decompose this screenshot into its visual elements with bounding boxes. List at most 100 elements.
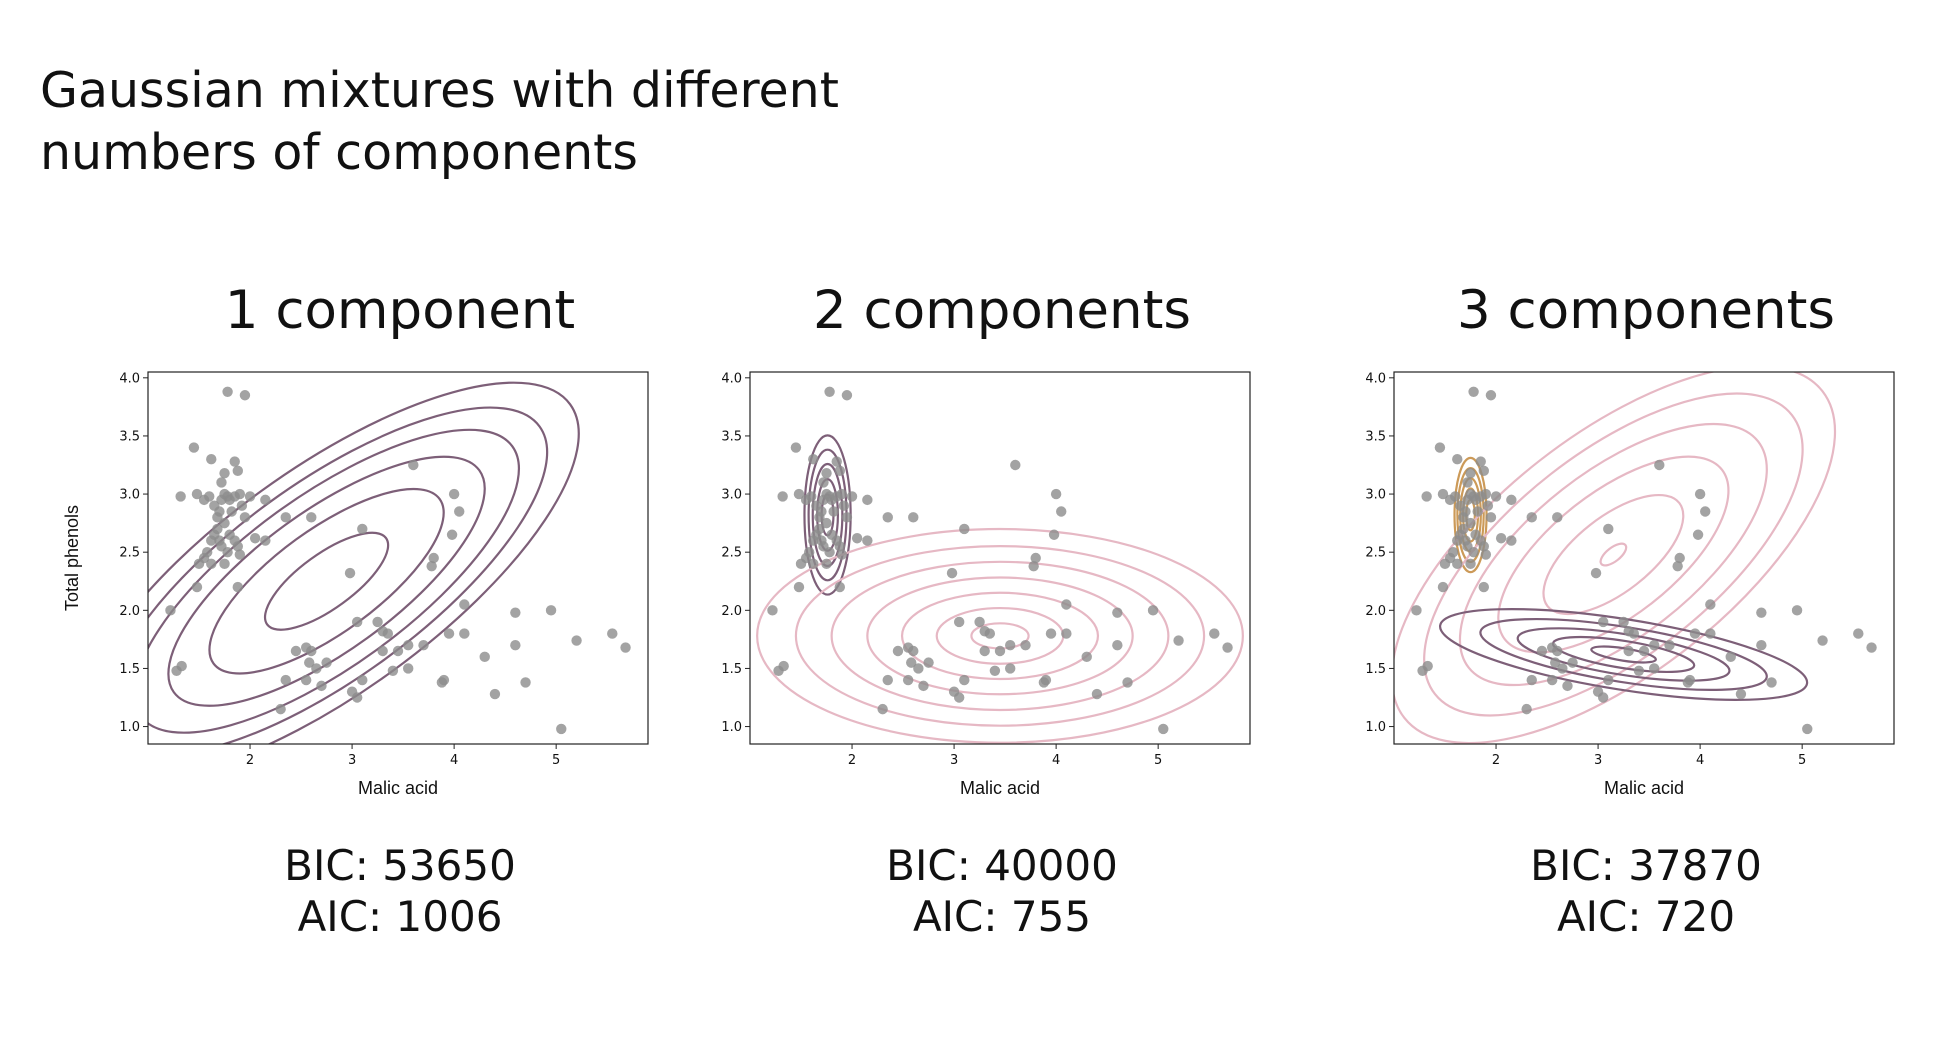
data-point xyxy=(913,663,924,674)
data-point xyxy=(1028,560,1039,572)
data-point xyxy=(1434,442,1446,453)
data-point xyxy=(1081,651,1092,663)
data-point xyxy=(1802,723,1813,735)
data-point xyxy=(607,628,618,639)
y-tick-label: 3.0 xyxy=(721,488,742,503)
data-point xyxy=(877,703,888,715)
density-contour xyxy=(1497,455,1730,654)
data-point xyxy=(1061,599,1072,610)
data-point xyxy=(1112,607,1123,618)
data-point xyxy=(212,523,223,535)
data-point xyxy=(1465,558,1476,570)
chart-svg: 2 3 4 5 1.0 1.5 2.0 2.5 3.0 3.5 4.0 Malic acid Total… xyxy=(62,371,649,798)
data-point xyxy=(1506,535,1517,546)
model-metrics: BIC: 40000 AIC: 755 xyxy=(722,840,1282,942)
data-point xyxy=(520,677,531,688)
data-point xyxy=(1603,674,1614,686)
data-point xyxy=(300,674,312,686)
density-contour xyxy=(1458,422,1768,687)
data-point xyxy=(1482,500,1494,511)
data-point xyxy=(1672,560,1683,572)
density-contour xyxy=(1394,372,1837,744)
aic-value: AIC: 720 xyxy=(1556,892,1736,941)
data-point xyxy=(1521,703,1532,715)
data-point xyxy=(1692,529,1704,540)
data-point xyxy=(1452,558,1463,570)
y-axis-label: Total phenols xyxy=(62,505,82,611)
data-point xyxy=(232,465,243,477)
y-tick-label: 2.5 xyxy=(721,546,742,561)
plot-frame xyxy=(749,371,1251,745)
data-point xyxy=(862,494,873,506)
data-point xyxy=(239,512,251,523)
data-point xyxy=(1045,628,1057,639)
data-point xyxy=(428,552,439,564)
density-contour xyxy=(1542,493,1685,616)
data-point xyxy=(953,616,965,628)
data-point xyxy=(1638,645,1650,657)
data-point xyxy=(946,567,958,579)
data-point xyxy=(838,500,850,511)
data-point xyxy=(165,605,176,616)
data-point xyxy=(1766,677,1777,688)
data-point xyxy=(1422,660,1433,672)
data-point xyxy=(821,558,832,570)
data-point xyxy=(824,546,835,558)
panel-1-component: 1 component 2 3 4 5 1.0 1.5 2.0 2.5 3.0 3.5 4.0 Mal… xyxy=(62,280,680,960)
data-point xyxy=(1465,517,1476,529)
data-point xyxy=(1478,465,1489,477)
data-point xyxy=(1725,651,1736,663)
data-point xyxy=(908,512,919,523)
data-point xyxy=(1437,581,1449,593)
data-point xyxy=(1061,628,1072,639)
data-point xyxy=(767,605,778,616)
data-point xyxy=(1485,390,1497,401)
x-tick-label: 4 xyxy=(450,753,458,768)
data-point xyxy=(260,535,271,546)
data-point xyxy=(1506,494,1517,506)
data-point xyxy=(236,500,248,511)
x-axis-label: Malic acid xyxy=(358,778,438,798)
data-point xyxy=(979,645,990,657)
chart-svg: 2 3 4 5 1.0 1.5 2.0 2.5 3.0 3.5 4.0 Malic acid xyxy=(1365,371,1895,798)
data-point xyxy=(1480,549,1492,560)
data-point xyxy=(1452,453,1463,465)
data-point xyxy=(351,616,363,628)
data-point xyxy=(280,512,291,523)
data-point xyxy=(479,651,490,663)
data-point xyxy=(1158,723,1169,735)
slide-title: Gaussian mixtures with different numbers… xyxy=(40,60,940,184)
data-point xyxy=(344,567,356,579)
data-point xyxy=(219,517,230,529)
data-point xyxy=(1472,506,1483,517)
scatter-plot-1: 2 3 4 5 1.0 1.5 2.0 2.5 3.0 3.5 4.0 Malic acid Total… xyxy=(62,371,680,798)
panel-2-components: 2 components 2 3 4 5 1.0 1.5 2.0 2.5 3.0 3.5 4.0 Ma… xyxy=(721,280,1282,960)
data-point xyxy=(818,477,829,488)
data-point xyxy=(357,523,368,535)
data-point xyxy=(175,491,186,502)
panel-3-components: 3 components 2 3 4 5 1.0 1.5 2.0 2.5 3.0 3.5 4.0 Ma… xyxy=(1365,280,1926,960)
data-point xyxy=(814,523,825,535)
y-tick-label: 3.5 xyxy=(1365,429,1386,444)
x-tick-label: 3 xyxy=(1594,753,1602,768)
data-point xyxy=(1705,599,1716,610)
data-point xyxy=(1546,674,1558,686)
data-point xyxy=(408,459,419,471)
x-axis-label: Malic acid xyxy=(1604,778,1684,798)
data-point xyxy=(1447,546,1459,558)
data-point xyxy=(219,467,230,479)
chart-svg: 2 3 4 5 1.0 1.5 2.0 2.5 3.0 3.5 4.0 Malic acid xyxy=(721,371,1251,798)
data-point xyxy=(1495,533,1507,544)
data-point xyxy=(1526,674,1537,686)
data-point xyxy=(1603,523,1614,535)
data-point xyxy=(1853,628,1864,639)
data-point xyxy=(403,639,414,651)
data-point xyxy=(1562,680,1573,692)
data-point xyxy=(984,628,995,639)
data-point xyxy=(1056,506,1067,517)
data-point xyxy=(918,680,929,692)
data-point xyxy=(821,517,832,529)
data-point xyxy=(824,386,835,397)
data-point xyxy=(1478,581,1489,593)
data-point xyxy=(882,512,893,523)
